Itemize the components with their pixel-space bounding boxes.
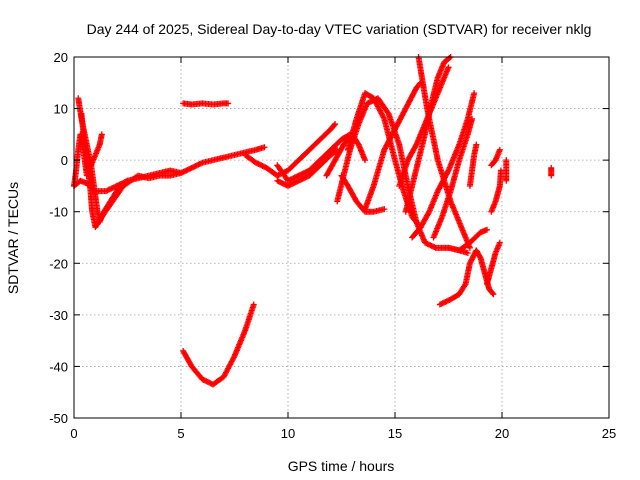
data-point xyxy=(496,239,503,246)
series-arc-05 xyxy=(83,131,105,174)
data-point xyxy=(412,142,419,149)
x-tick-label: 20 xyxy=(495,426,509,441)
y-tick-label: -10 xyxy=(49,205,68,220)
data-point xyxy=(469,115,476,122)
series-arc-20 xyxy=(430,115,476,241)
series-arc-14 xyxy=(338,172,388,215)
chart-title: Day 244 of 2025, Sidereal Day-to-day VTE… xyxy=(87,21,592,37)
data-point xyxy=(461,282,468,289)
data-point xyxy=(489,290,496,297)
series-arc-15 xyxy=(362,79,424,213)
data-point xyxy=(425,210,432,217)
data-point xyxy=(497,167,504,174)
series-arc-19 xyxy=(409,90,478,241)
data-point xyxy=(484,226,491,233)
y-tick-label: 10 xyxy=(54,102,68,117)
data-point xyxy=(446,54,453,61)
x-tick-label: 25 xyxy=(602,426,616,441)
x-tick-label: 10 xyxy=(281,426,295,441)
data-point xyxy=(381,206,388,213)
series-arc-09 xyxy=(274,131,354,184)
data-point xyxy=(464,249,471,256)
series-arc-25 xyxy=(488,146,503,169)
data-point xyxy=(503,157,510,164)
gridlines xyxy=(74,57,609,418)
y-tick-label: -40 xyxy=(49,359,68,374)
series-arc-27 xyxy=(503,157,510,184)
data-point xyxy=(466,244,473,251)
data-point xyxy=(98,131,105,138)
data-point xyxy=(445,64,452,71)
y-tick-label: -50 xyxy=(49,411,68,426)
y-tick-label: 0 xyxy=(61,153,68,168)
series-arc-24 xyxy=(488,167,504,215)
x-tick-label: 15 xyxy=(388,426,402,441)
data-point xyxy=(362,157,369,164)
data-point xyxy=(331,122,338,129)
data-point xyxy=(473,141,480,148)
data-point xyxy=(332,121,339,128)
x-axis-label: GPS time / hours xyxy=(288,458,395,474)
data-point xyxy=(496,146,503,153)
x-tick-label: 0 xyxy=(70,426,77,441)
series-arc-23 xyxy=(484,239,503,287)
data-point xyxy=(178,170,184,177)
data-point xyxy=(471,90,478,97)
plot-frame xyxy=(73,56,610,419)
series-arc-06 xyxy=(180,100,232,108)
series-arc-01 xyxy=(71,144,268,195)
data-point xyxy=(83,172,90,179)
x-tick-label: 5 xyxy=(177,426,184,441)
data-points xyxy=(71,54,555,388)
series-arc-07 xyxy=(180,301,257,388)
y-tick-label: -20 xyxy=(49,256,68,271)
data-point xyxy=(490,291,497,298)
axis-ticks: 0 5 10 15 20 25 -50 -40 -30 -20 -10 0 10 20 xyxy=(49,50,616,441)
data-point xyxy=(250,301,257,308)
y-axis-label: SDTVAR / TECUs xyxy=(5,182,21,294)
data-point xyxy=(476,253,483,260)
series-arc-21 xyxy=(445,226,491,254)
data-point xyxy=(225,100,232,107)
data-point xyxy=(548,164,555,171)
y-tick-label: -30 xyxy=(49,308,68,323)
series-arc-28 xyxy=(548,164,555,179)
data-point xyxy=(261,144,268,151)
y-tick-label: 20 xyxy=(54,50,68,65)
series-arc-26 xyxy=(466,141,480,189)
